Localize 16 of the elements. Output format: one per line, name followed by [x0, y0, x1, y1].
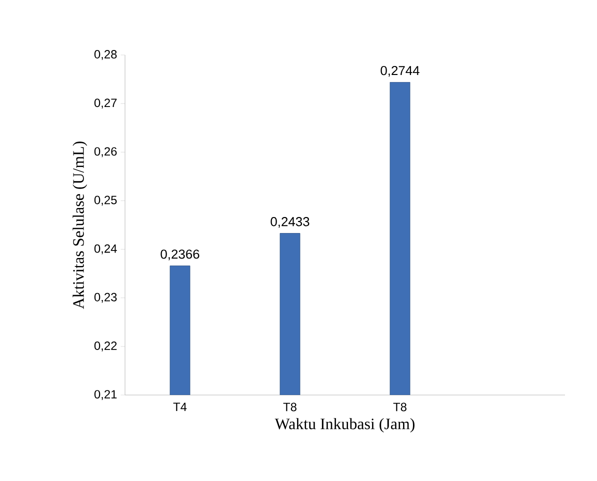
y-tick-label: 0,27 — [94, 98, 117, 109]
x-axis-title: Waktu Inkubasi (Jam) — [274, 418, 414, 433]
y-tick-label: 0,26 — [94, 147, 117, 158]
y-tick-label: 0,23 — [94, 292, 117, 303]
y-tick-label: 0,22 — [94, 341, 117, 352]
y-tick-label: 0,28 — [94, 50, 117, 60]
data-label: 0,2744 — [380, 66, 420, 77]
y-axis-title: Aktivitas Selulase (U/mL) — [72, 142, 88, 309]
data-label: 0,2366 — [160, 250, 200, 260]
y-tick-label: 0,24 — [94, 244, 117, 254]
y-tick-label: 0,21 — [94, 390, 117, 400]
x-tick-label: T8 — [393, 402, 406, 412]
x-tick-label: T8 — [283, 402, 296, 412]
data-label: 0,2433 — [270, 217, 310, 228]
x-tick-label: T4 — [173, 402, 187, 411]
y-tick-label: 0,25 — [94, 196, 117, 206]
